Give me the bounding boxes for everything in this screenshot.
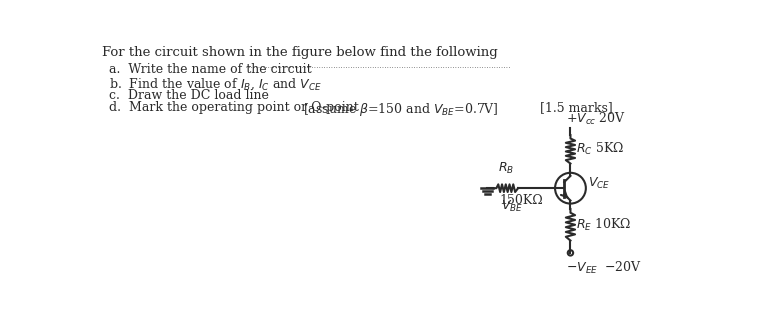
- Text: d.  Mark the operating point or Q-point: d. Mark the operating point or Q-point: [109, 101, 359, 114]
- Text: [assume $\beta$=150 and $V_{BE}$=0.7V]: [assume $\beta$=150 and $V_{BE}$=0.7V]: [303, 101, 498, 118]
- Text: $V_{CE}$: $V_{CE}$: [588, 176, 610, 191]
- Text: $-V_{EE}$  $-$20V: $-V_{EE}$ $-$20V: [566, 260, 641, 276]
- Text: $R_B$: $R_B$: [498, 161, 514, 176]
- Text: b.  Find the value of $I_B$, $I_C$ and $V_{CE}$: b. Find the value of $I_B$, $I_C$ and $V…: [109, 76, 322, 92]
- Text: 150KΩ: 150KΩ: [499, 194, 543, 207]
- Text: For the circuit shown in the figure below find the following: For the circuit shown in the figure belo…: [102, 46, 497, 59]
- Text: $R_E$ 10KΩ: $R_E$ 10KΩ: [576, 217, 632, 233]
- Text: $+V_{cc}$ 20V: $+V_{cc}$ 20V: [566, 111, 626, 126]
- Text: [1.5 marks]: [1.5 marks]: [540, 101, 613, 114]
- Text: a.  Write the name of the circuit: a. Write the name of the circuit: [109, 63, 312, 76]
- Text: $R_C$ 5KΩ: $R_C$ 5KΩ: [576, 141, 624, 157]
- Text: $V_{BE}$: $V_{BE}$: [501, 199, 523, 214]
- Text: c.  Draw the DC load line: c. Draw the DC load line: [109, 89, 269, 102]
